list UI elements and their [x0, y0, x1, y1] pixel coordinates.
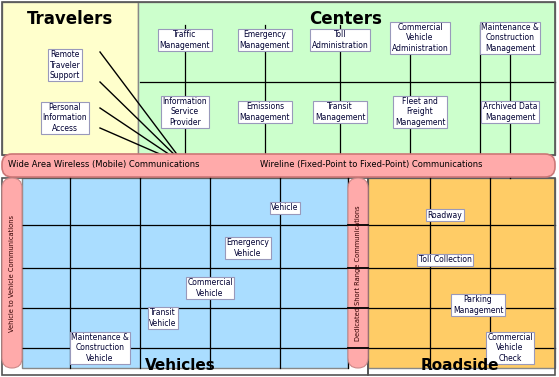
Text: Commercial
Vehicle: Commercial Vehicle — [187, 278, 233, 298]
Bar — [138, 2, 555, 155]
Text: Centers: Centers — [310, 10, 382, 28]
Text: Emergency
Management: Emergency Management — [240, 30, 290, 50]
Bar — [368, 178, 555, 368]
Bar — [368, 178, 555, 375]
Text: Wireline (Fixed-Point to Fixed-Point) Communications: Wireline (Fixed-Point to Fixed-Point) Co… — [260, 161, 482, 170]
Bar — [2, 2, 555, 155]
Text: Roadway: Roadway — [428, 210, 462, 219]
Text: Dedicated Short Range Communications: Dedicated Short Range Communications — [355, 205, 361, 341]
Text: Roadside: Roadside — [421, 358, 499, 373]
Text: Personal
Information
Access: Personal Information Access — [42, 103, 87, 133]
Text: Information
Service
Provider: Information Service Provider — [163, 97, 207, 127]
Text: Transit
Vehicle: Transit Vehicle — [149, 308, 177, 328]
Text: Maintenance &
Construction
Management: Maintenance & Construction Management — [481, 23, 539, 53]
Text: Toll Collection: Toll Collection — [419, 256, 471, 265]
Text: Transit
Management: Transit Management — [315, 102, 365, 122]
Text: Commercial
Vehicle
Administration: Commercial Vehicle Administration — [392, 23, 448, 53]
Text: Commercial
Vehicle
Check: Commercial Vehicle Check — [487, 333, 533, 363]
Text: Travelers: Travelers — [27, 10, 113, 28]
FancyBboxPatch shape — [2, 154, 555, 177]
Text: Parking
Management: Parking Management — [453, 295, 503, 315]
Text: Maintenance &
Construction
Vehicle: Maintenance & Construction Vehicle — [71, 333, 129, 363]
Text: Wide Area Wireless (Mobile) Communications: Wide Area Wireless (Mobile) Communicatio… — [8, 161, 200, 170]
Bar — [22, 178, 348, 368]
Text: Vehicles: Vehicles — [145, 358, 215, 373]
Text: Fleet and
Freight
Management: Fleet and Freight Management — [395, 97, 446, 127]
FancyBboxPatch shape — [348, 178, 368, 368]
Text: Remote
Traveler
Support: Remote Traveler Support — [50, 50, 80, 80]
Text: Emissions
Management: Emissions Management — [240, 102, 290, 122]
Bar — [2, 178, 368, 375]
FancyBboxPatch shape — [2, 178, 22, 368]
Text: Traffic
Management: Traffic Management — [160, 30, 210, 50]
Text: Emergency
Vehicle: Emergency Vehicle — [226, 238, 269, 258]
Text: Vehicle: Vehicle — [271, 204, 299, 213]
Text: Vehicle to Vehicle Communications: Vehicle to Vehicle Communications — [9, 215, 15, 331]
Text: Archived Data
Management: Archived Data Management — [483, 102, 537, 122]
Bar — [2, 2, 138, 155]
Text: Toll
Administration: Toll Administration — [311, 30, 368, 50]
